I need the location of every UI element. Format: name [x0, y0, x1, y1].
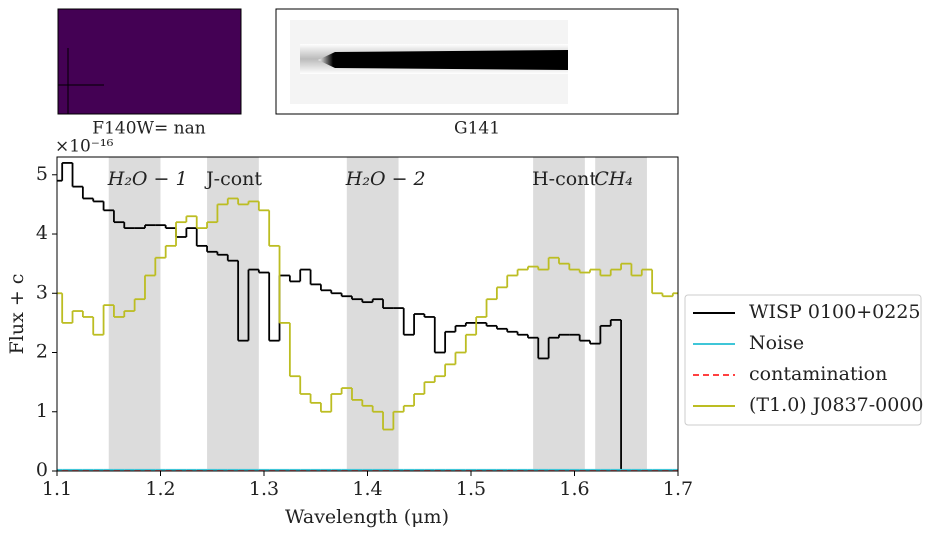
x-tick-label: 1.6 [559, 478, 589, 500]
legend-label: WISP 0100+0225 [749, 301, 921, 323]
x-axis-label: Wavelength (μm) [285, 506, 449, 528]
region-label: H-cont [532, 168, 597, 190]
y-tick-label: 1 [36, 400, 48, 422]
x-tick-label: 1.7 [663, 478, 693, 500]
direct-image [57, 8, 242, 115]
legend-label: (T1.0) J0837-0000 [749, 394, 924, 416]
plot-lines [57, 162, 678, 471]
y-tick-label: 2 [36, 341, 48, 363]
offset-text: ×10⁻¹⁶ [55, 137, 114, 157]
shaded-region [108, 157, 161, 471]
x-tick-label: 1.5 [456, 478, 486, 500]
x-tick-label: 1.4 [352, 478, 382, 500]
x-tick-label: 1.1 [42, 478, 72, 500]
y-tick-label: 0 [36, 459, 48, 481]
legend: WISP 0100+0225 Noise contamination (T1.0) J… [684, 294, 924, 426]
y-tick-label: 3 [36, 281, 48, 303]
region-label: H₂O − 1 [107, 168, 188, 190]
y-axis-label: Flux + c [6, 274, 28, 355]
x-tick-label: 1.3 [249, 478, 279, 500]
y-tick-label: 4 [36, 222, 48, 244]
shaded-region [533, 157, 585, 471]
shaded-region [207, 157, 259, 471]
legend-label: Noise [749, 332, 804, 354]
region-label: CH₄ [594, 168, 633, 190]
grism-image [275, 8, 679, 115]
legend-label: contamination [749, 363, 887, 385]
thumbnail-label: G141 [454, 119, 500, 139]
x-tick-label: 1.2 [145, 478, 175, 500]
thumbnail-label: F140W= nan [92, 119, 205, 139]
step-riser [61, 198, 674, 430]
y-tick-label: 5 [36, 163, 48, 185]
region-label: J-cont [204, 168, 262, 190]
shaded-region [346, 157, 399, 471]
legend-box [684, 294, 922, 426]
region-label: H₂O − 2 [345, 168, 426, 190]
